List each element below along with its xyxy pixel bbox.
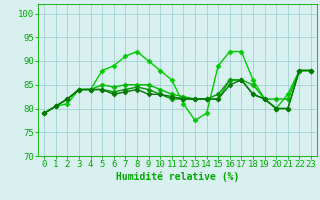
X-axis label: Humidité relative (%): Humidité relative (%) [116, 172, 239, 182]
